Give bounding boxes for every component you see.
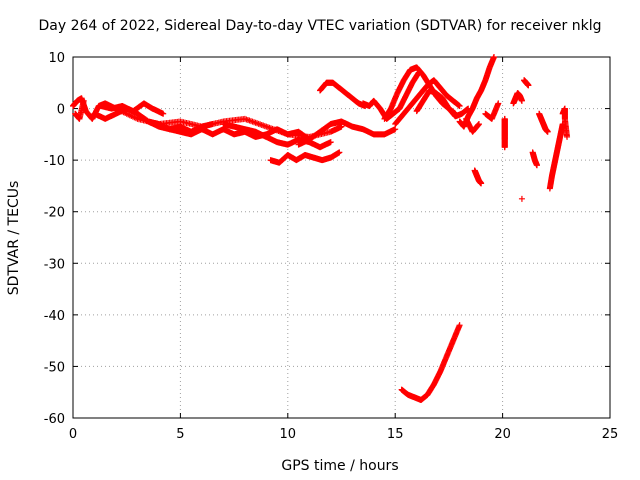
data-point [80, 97, 87, 104]
grid-lines [73, 57, 610, 418]
data-point [160, 110, 167, 117]
data-point [544, 128, 551, 135]
series-arc-20 [510, 90, 525, 107]
series-arc-11 [359, 69, 422, 122]
series-arc-8 [267, 149, 343, 166]
data-point [564, 133, 571, 140]
series-arc-19 [501, 115, 508, 151]
y-axis-label: SDTVAR / TECUs [6, 181, 22, 296]
data-points [70, 54, 571, 403]
series-arc-23 [529, 149, 540, 169]
data-point [338, 123, 345, 130]
series-arc-17 [471, 167, 485, 187]
data-point [518, 195, 525, 202]
series-arc-10 [317, 79, 369, 109]
y-tick-label: 10 [48, 51, 65, 66]
axis-ticks: 0 5 10 15 20 25 -60 -50 -40 -30 -20 -10 0 10 [44, 51, 619, 442]
data-point [491, 54, 498, 60]
y-tick-label: -50 [44, 360, 65, 375]
series-arc-18 [482, 100, 502, 122]
x-axis-label: GPS time / hours [281, 458, 398, 474]
series-arc-16 [463, 115, 482, 135]
data-point [475, 121, 482, 128]
data-point [392, 126, 399, 133]
data-point [501, 144, 508, 151]
series-arc-21 [518, 195, 525, 202]
plot-frame [72, 56, 611, 419]
series-arc-2 [72, 97, 87, 122]
data-point [495, 100, 502, 107]
series-arc-22 [521, 77, 532, 89]
series-arc-26 [559, 105, 571, 140]
y-tick-label: -20 [44, 206, 65, 221]
y-tick-label: -40 [44, 309, 65, 324]
data-point [336, 149, 343, 156]
data-point [456, 322, 463, 329]
series-arc-13 [392, 77, 463, 128]
series-arc-25 [546, 121, 566, 192]
y-tick-label: -10 [44, 154, 65, 169]
data-point [525, 82, 532, 89]
x-tick-label: 25 [602, 427, 619, 442]
series-arc-9 [295, 118, 399, 148]
data-point [533, 162, 540, 169]
data-point [478, 180, 485, 187]
series-arc-14 [413, 87, 472, 120]
chart-title: Day 264 of 2022, Sidereal Day-to-day VTE… [38, 18, 602, 34]
y-tick-label: -30 [44, 257, 65, 272]
y-tick-label: 0 [57, 103, 65, 118]
series-arc-27 [398, 322, 463, 403]
data-point [327, 139, 334, 146]
data-point [456, 102, 463, 109]
x-tick-label: 15 [387, 427, 404, 442]
x-tick-label: 0 [69, 427, 77, 442]
data-point [518, 97, 525, 104]
x-tick-label: 5 [176, 427, 184, 442]
x-tick-label: 10 [280, 427, 297, 442]
y-tick-label: -60 [44, 412, 65, 427]
series-arc-24 [536, 110, 551, 135]
x-tick-label: 20 [494, 427, 511, 442]
